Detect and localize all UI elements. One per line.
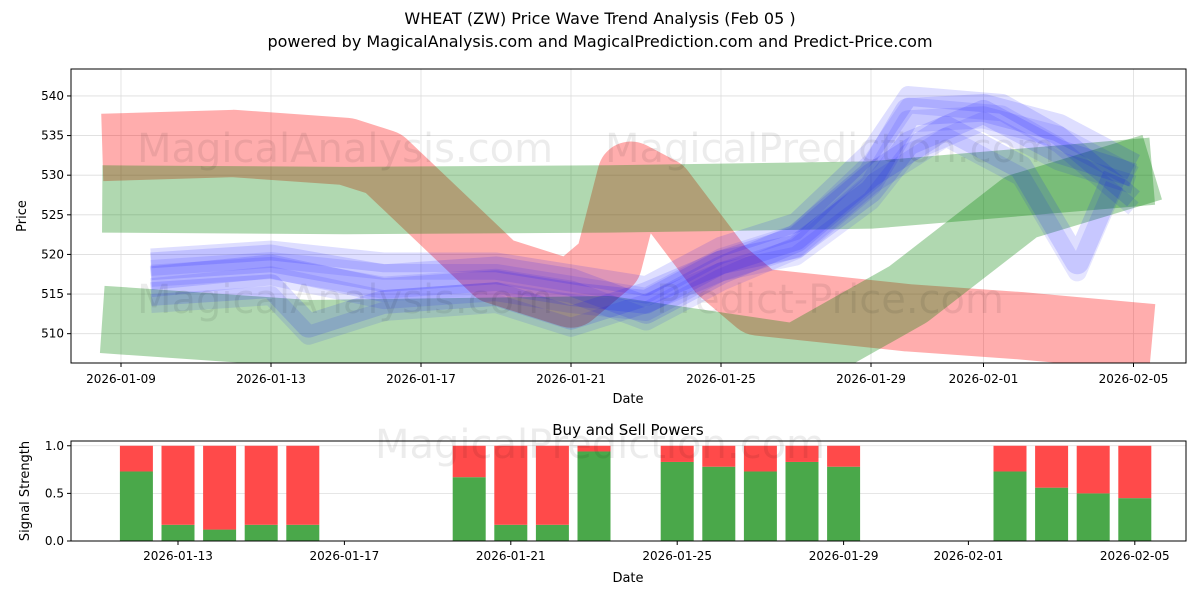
buy-bar [535, 524, 569, 541]
y-tick-label: 540 [41, 89, 64, 103]
buy-bar [244, 524, 278, 541]
sell-bar [161, 445, 195, 525]
y-tick-label: 530 [41, 168, 64, 182]
plot-frame [70, 440, 1187, 542]
buy-bar [702, 466, 736, 541]
sell-bar [1076, 445, 1110, 494]
buy-bar [785, 461, 819, 541]
price-chart: 2026-01-09 2026-01-13 2026-01-17 2026-01-21… [15, 68, 1187, 407]
wave-band-green [102, 137, 1156, 235]
wave-band-blue [150, 93, 1140, 324]
sell-bar [286, 445, 320, 525]
buy-bar [1035, 487, 1069, 541]
x-tick-label: 2026-01-29 [809, 549, 879, 563]
chart-subtitle: powered by MagicalAnalysis.com and Magic… [267, 32, 932, 51]
y-axis-label: Signal Strength [18, 441, 33, 541]
x-tick-label: 2026-01-09 [86, 372, 156, 386]
wave-band-blue [150, 86, 1140, 297]
wave-band-blue [150, 111, 1137, 322]
x-tick-label: 2026-01-21 [476, 549, 546, 563]
x-tick-label: 2026-01-21 [536, 372, 606, 386]
watermark: Predict-Price.com [656, 277, 1004, 323]
buy-bar [203, 529, 237, 541]
sell-bar [244, 445, 278, 525]
chart-title: Buy and Sell Powers [552, 421, 704, 439]
watermark: MagicalAnalysis.com [137, 277, 553, 323]
watermark: MagicalAnalysis.com [137, 126, 553, 172]
y-tick-label: 515 [41, 287, 64, 301]
x-tick-label: 2026-01-13 [236, 372, 306, 386]
sell-bar [827, 445, 861, 467]
buy-bar [1076, 493, 1110, 541]
wave-band-red [101, 109, 1156, 363]
chart-title: WHEAT (ZW) Price Wave Trend Analysis (Fe… [404, 9, 795, 28]
buy-bar [286, 524, 320, 541]
watermark: MagicalPrediction.com [605, 126, 1055, 172]
sell-bar [494, 445, 528, 525]
wave-band-blue [150, 127, 1124, 345]
wave-band-blue [149, 99, 1138, 314]
buy-bar [1118, 498, 1152, 541]
x-tick-label: 2026-01-29 [836, 372, 906, 386]
x-axis-label: Date [612, 392, 643, 407]
watermark: MagicalPrediction.com [375, 422, 825, 468]
sell-bar [743, 445, 777, 472]
plot-frame [70, 68, 1187, 364]
plot-area [71, 69, 1186, 363]
x-tick-label: 2026-01-17 [386, 372, 456, 386]
y-tick-label: 0.0 [45, 534, 64, 548]
buy-bar [452, 477, 486, 541]
x-tick-label: 2026-01-17 [310, 549, 380, 563]
buy-bar [660, 461, 694, 541]
wave-band-blue [150, 106, 1139, 331]
y-tick-label: 510 [41, 327, 64, 341]
sell-bar [993, 445, 1027, 472]
sell-bar [577, 445, 611, 452]
buy-bar [119, 471, 153, 541]
y-tick-label: 1.0 [45, 439, 64, 453]
buy-bar [743, 471, 777, 541]
x-tick-label: 2026-01-13 [143, 549, 213, 563]
signal-chart: Buy and Sell Powers 0.0 0.5 1.0 2026-01-13 20… [18, 421, 1187, 586]
y-tick-label: 525 [41, 208, 64, 222]
x-tick-label: 2026-02-05 [1099, 372, 1169, 386]
buy-bar [494, 524, 528, 541]
sell-bar [660, 445, 694, 462]
y-tick-label: 535 [41, 129, 64, 143]
x-axis-label: Date [612, 571, 643, 586]
sell-bar [203, 445, 237, 530]
x-tick-label: 2026-02-05 [1100, 549, 1170, 563]
y-tick-label: 520 [41, 247, 64, 261]
x-tick-label: 2026-02-01 [934, 549, 1004, 563]
sell-bar [1035, 445, 1069, 488]
sell-bar [452, 445, 486, 478]
sell-bar [785, 445, 819, 462]
x-tick-label: 2026-01-25 [686, 372, 756, 386]
y-tick-label: 0.5 [45, 486, 64, 500]
buy-bar [827, 466, 861, 541]
x-tick-label: 2026-01-25 [642, 549, 712, 563]
sell-bar [119, 445, 153, 472]
buy-bar [161, 524, 195, 541]
watermarks: MagicalAnalysis.com MagicalPrediction.co… [137, 126, 1055, 468]
sell-bar [702, 445, 736, 467]
wave-band-blue [150, 97, 1139, 304]
sell-bar [535, 445, 569, 525]
buy-bar [577, 451, 611, 541]
wave-band-blue [150, 115, 1126, 338]
buy-bar [993, 471, 1027, 541]
x-tick-label: 2026-02-01 [949, 372, 1019, 386]
wave-band-green [99, 135, 1162, 363]
sell-bar [1118, 445, 1152, 499]
y-axis-label: Price [15, 200, 30, 232]
